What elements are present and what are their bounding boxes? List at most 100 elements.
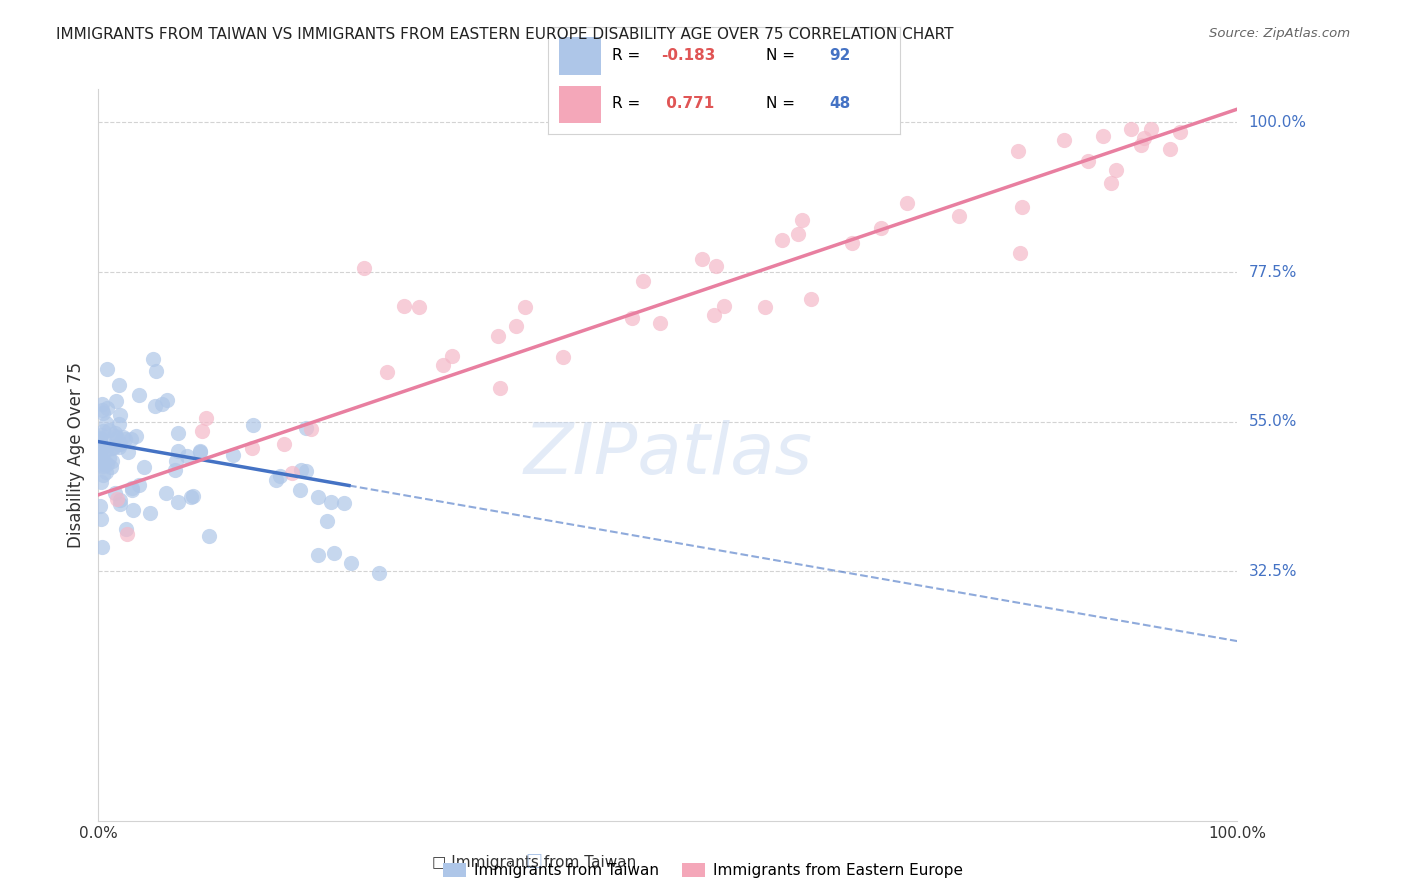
Point — [117, 445, 139, 459]
Point — [1008, 246, 1031, 260]
Point — [115, 522, 138, 536]
Point — [408, 301, 430, 315]
Point — [96, 465, 118, 479]
Point — [89, 431, 111, 445]
Point — [104, 426, 127, 441]
Point — [319, 495, 342, 509]
Point — [108, 409, 131, 423]
Text: IMMIGRANTS FROM TAIWAN VS IMMIGRANTS FROM EASTERN EUROPE DISABILITY AGE OVER 75 : IMMIGRANTS FROM TAIWAN VS IMMIGRANTS FRO… — [56, 27, 953, 42]
Point — [91, 406, 114, 420]
Point — [392, 300, 415, 314]
Point — [198, 529, 221, 543]
Point — [108, 437, 131, 451]
Point — [375, 365, 398, 379]
Point — [128, 477, 150, 491]
Point — [315, 514, 337, 528]
Text: 48: 48 — [830, 96, 851, 112]
Point — [89, 432, 111, 446]
Point — [121, 483, 143, 498]
Point — [333, 496, 356, 510]
Text: R =: R = — [612, 96, 645, 112]
Point — [1091, 129, 1114, 144]
Point — [513, 300, 536, 314]
Point — [96, 401, 118, 415]
Point — [621, 310, 644, 325]
Point — [1007, 145, 1029, 159]
Text: -0.183: -0.183 — [661, 48, 716, 63]
Point — [841, 236, 863, 251]
Point — [896, 196, 918, 211]
Point — [105, 492, 128, 507]
Point — [800, 292, 823, 306]
Text: □: □ — [526, 852, 543, 870]
Point — [91, 468, 114, 483]
Point — [105, 394, 128, 409]
Point — [91, 541, 114, 555]
Point — [104, 486, 127, 500]
Point — [288, 483, 311, 497]
Point — [180, 490, 202, 504]
Point — [432, 358, 454, 372]
Point — [1105, 163, 1128, 178]
Point — [190, 443, 212, 458]
Point — [1053, 133, 1076, 147]
Point — [93, 458, 115, 473]
Point — [713, 300, 735, 314]
Point — [155, 486, 177, 500]
Point — [690, 252, 713, 267]
Point — [93, 457, 115, 471]
Text: 92: 92 — [830, 48, 851, 63]
Point — [98, 423, 121, 437]
Point — [754, 301, 776, 315]
Point — [108, 497, 131, 511]
Point — [100, 459, 122, 474]
Point — [307, 490, 329, 504]
Text: N =: N = — [766, 48, 800, 63]
Point — [340, 556, 363, 570]
Point — [786, 227, 808, 242]
Point — [89, 443, 111, 458]
Point — [112, 430, 135, 444]
Point — [91, 456, 114, 470]
Point — [96, 361, 118, 376]
Point — [90, 512, 112, 526]
Point — [115, 527, 138, 541]
Point — [181, 489, 204, 503]
Point — [323, 546, 346, 560]
Point — [368, 566, 391, 580]
Point — [633, 274, 655, 288]
Point — [108, 493, 131, 508]
Point — [142, 352, 165, 367]
Point — [869, 220, 891, 235]
Point — [108, 437, 131, 451]
Legend: Immigrants from Taiwan, Immigrants from Eastern Europe: Immigrants from Taiwan, Immigrants from … — [437, 857, 969, 884]
Point — [1119, 122, 1142, 136]
Point — [1077, 154, 1099, 169]
Point — [167, 494, 190, 508]
Point — [273, 437, 295, 451]
Point — [96, 438, 118, 452]
Point — [1011, 200, 1033, 214]
Point — [122, 503, 145, 517]
Text: ZIPatlas: ZIPatlas — [523, 420, 813, 490]
Point — [108, 378, 131, 392]
Point — [143, 399, 166, 413]
Point — [440, 349, 463, 363]
Text: N =: N = — [766, 96, 800, 112]
Point — [1130, 138, 1153, 153]
Point — [108, 441, 131, 455]
Point — [301, 422, 323, 436]
Point — [91, 452, 114, 467]
Point — [94, 444, 117, 458]
Point — [1170, 125, 1192, 139]
Point — [353, 261, 375, 276]
Point — [138, 506, 160, 520]
Point — [770, 233, 793, 247]
Point — [89, 500, 111, 514]
Point — [790, 212, 813, 227]
Point — [97, 450, 120, 465]
Point — [89, 444, 111, 458]
Point — [281, 466, 304, 480]
Point — [105, 431, 128, 445]
Point — [1133, 131, 1156, 145]
